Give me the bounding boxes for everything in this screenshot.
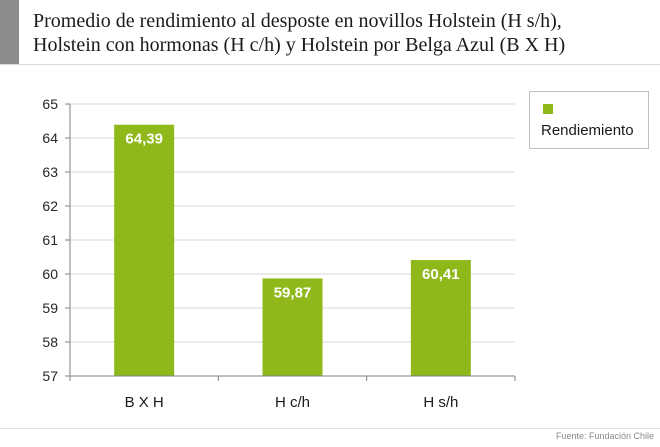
- chart-legend: Rendiemiento: [529, 91, 649, 149]
- y-tick-label: 58: [42, 334, 58, 350]
- data-label: 59,87: [274, 284, 312, 301]
- x-tick-label: H c/h: [275, 394, 310, 411]
- x-tick-label: B X H: [125, 394, 164, 411]
- y-tick-label: 61: [42, 232, 58, 248]
- bar-3: [410, 260, 471, 376]
- header-accent-bar: [0, 0, 19, 64]
- legend-label-rendiemiento: Rendiemiento: [541, 122, 634, 139]
- data-label: 60,41: [422, 266, 460, 283]
- y-tick-label: 60: [42, 266, 58, 282]
- chart-title: Promedio de rendimiento al desposte en n…: [33, 10, 566, 56]
- legend-swatch-rendiemiento: [543, 104, 553, 114]
- y-tick-label: 57: [42, 368, 58, 384]
- header-divider: [0, 64, 660, 65]
- bar-1: [114, 124, 175, 377]
- y-tick-label: 64: [42, 130, 58, 146]
- y-tick-label: 63: [42, 164, 58, 180]
- data-label: 64,39: [125, 131, 163, 148]
- x-tick-label: H s/h: [423, 394, 458, 411]
- bar-2: [262, 278, 323, 376]
- y-tick-label: 65: [42, 96, 58, 112]
- footer-divider: [0, 428, 660, 429]
- source-note: Fuente: Fundación Chile: [555, 431, 654, 441]
- chart-header: Promedio de rendimiento al desposte en n…: [0, 0, 660, 64]
- y-tick-label: 62: [42, 198, 58, 214]
- y-tick-label: 59: [42, 300, 58, 316]
